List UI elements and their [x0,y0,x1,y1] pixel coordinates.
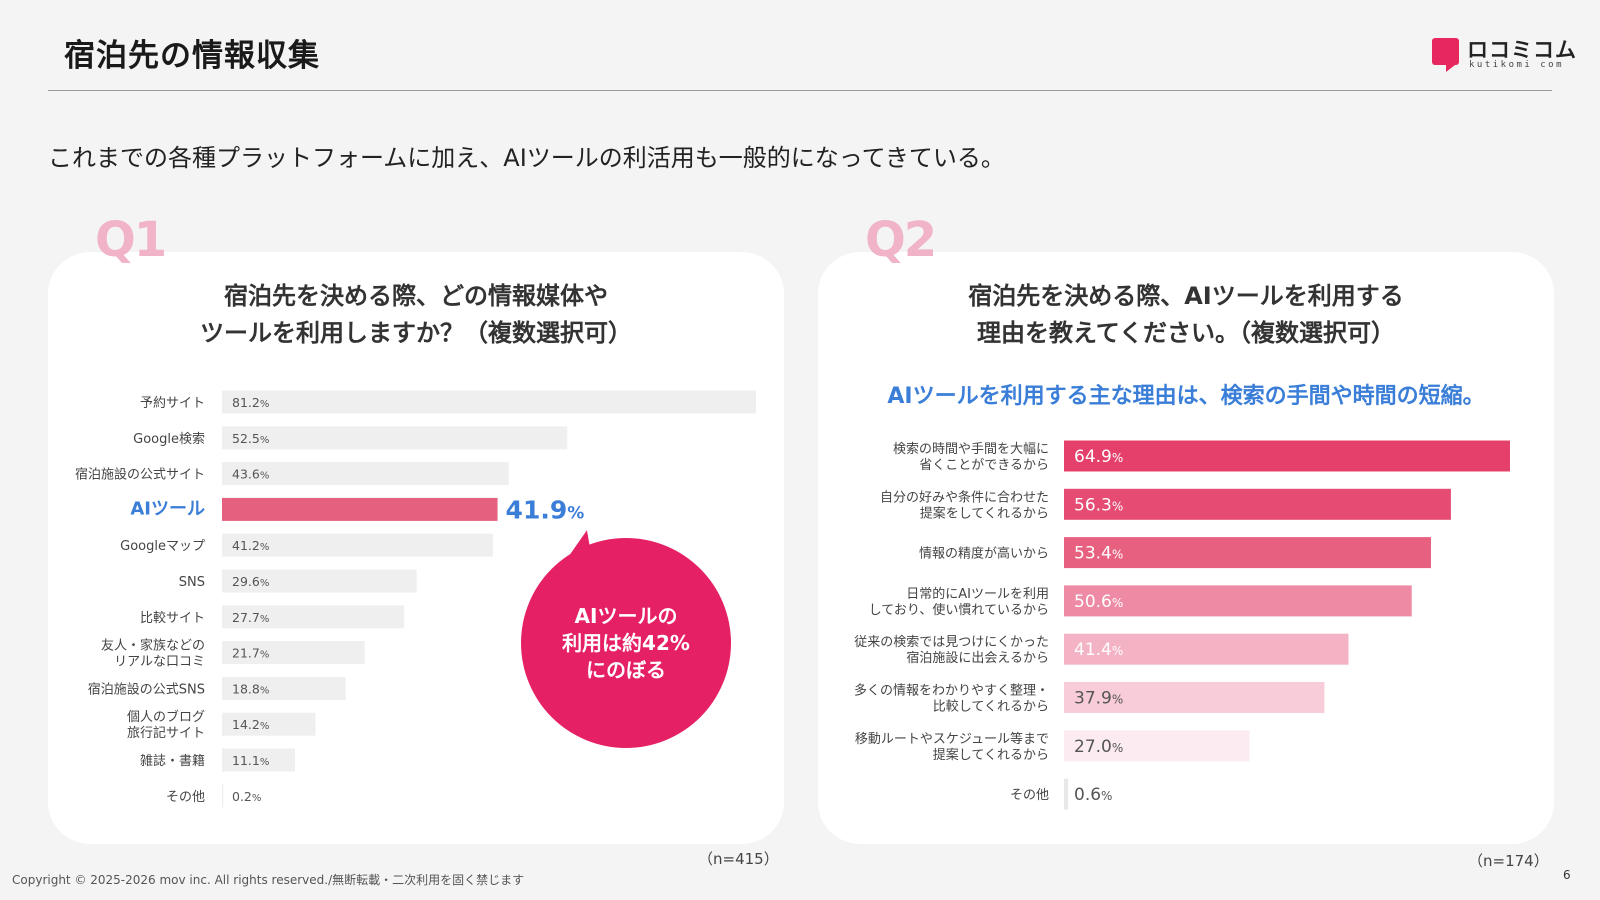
q1-callout: AIツールの 利用は約42% にのぼる [521,538,731,748]
q1-callout-text: AIツールの 利用は約42% にのぼる [562,603,690,682]
q1-question-line1: 宿泊先を決める際、どの情報媒体や [224,282,608,310]
q2-question-line1: 宿泊先を決める際、AIツールを利用する [968,282,1404,310]
speech-bubble-icon [1432,38,1459,72]
lead-text: これまでの各種プラットフォームに加え、AIツールの利活用も一般的になってきている… [48,144,1005,172]
q2-subhead: AIツールを利用する主な理由は、検索の手間や時間の短縮。 [887,384,1485,409]
title-divider [48,90,1552,91]
q2-question-line2: 理由を教えてください。（複数選択可） [976,319,1396,347]
copyright: Copyright © 2025-2026 mov inc. All right… [12,873,525,887]
logo-subtext: kutikomi com [1469,60,1565,70]
brand-logo: ロコミコム kutikomi com [1432,36,1576,72]
q1-label: Q1 [95,212,167,268]
q2-question: 宿泊先を決める際、AIツールを利用する 理由を教えてください。（複数選択可） [818,278,1554,352]
q2-sample-size: （n=174） [1468,852,1549,870]
q1-sample-size: （n=415） [698,850,779,868]
q1-question-line2: ツールを利用しますか？（複数選択可） [200,319,632,347]
page-title: 宿泊先の情報収集 [64,38,320,74]
q1-question: 宿泊先を決める際、どの情報媒体や ツールを利用しますか？（複数選択可） [48,278,784,352]
page-number: 6 [1563,868,1571,882]
q2-label: Q2 [865,212,937,268]
logo-text: ロコミコム [1467,38,1577,62]
